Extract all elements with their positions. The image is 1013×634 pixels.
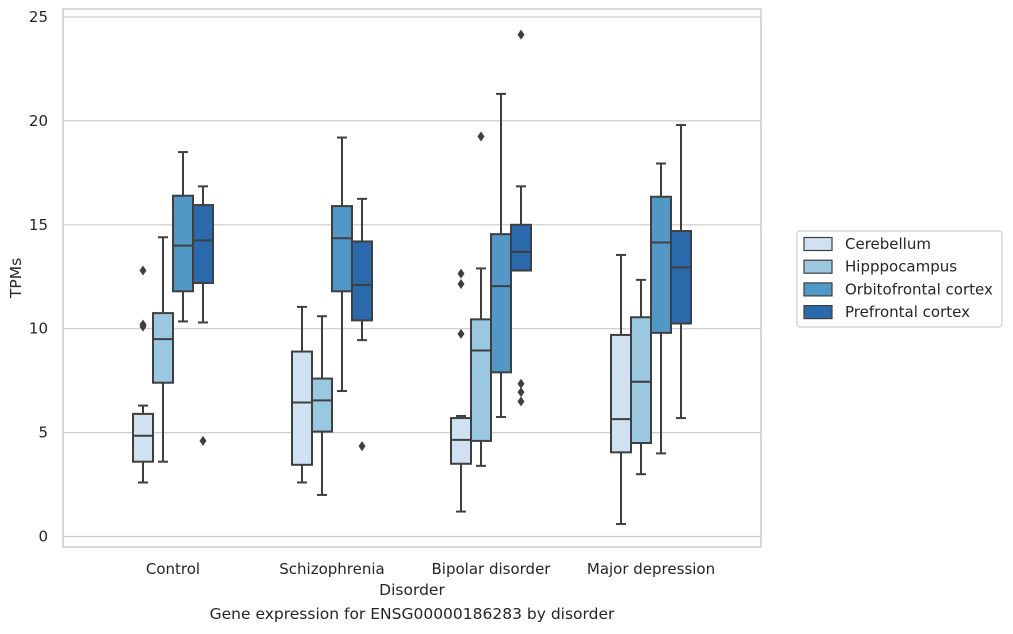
y-tick-label: 10 xyxy=(29,320,48,338)
y-tick-label: 0 xyxy=(38,528,48,546)
x-tick-label: Control xyxy=(146,560,200,578)
box-iqr xyxy=(630,316,652,444)
box-hipppocampus-0 xyxy=(152,236,174,463)
plot-area-frame xyxy=(62,8,762,548)
legend-label: Prefrontal cortex xyxy=(845,303,970,321)
box-iqr xyxy=(490,233,512,374)
x-tick-label: Schizophrenia xyxy=(279,560,384,578)
y-tick-label: 25 xyxy=(29,8,48,26)
box-cerebellum-0 xyxy=(132,265,154,484)
box-iqr xyxy=(650,195,672,334)
box-iqr xyxy=(311,377,333,433)
boxes-layer xyxy=(132,29,692,526)
legend-swatch xyxy=(803,305,833,320)
x-tick-label: Major depression xyxy=(587,560,715,578)
legend-swatch xyxy=(803,282,833,297)
outlier-point xyxy=(517,378,525,389)
legend-swatch xyxy=(803,236,833,252)
outlier-point xyxy=(457,279,465,290)
legend-frame xyxy=(796,230,1003,328)
x-tick-label: Bipolar disorder xyxy=(432,560,552,578)
outlier-point xyxy=(457,268,465,279)
y-axis-ticks: 0 5 10 15 20 25 xyxy=(29,8,48,546)
legend-label: Hipppocampus xyxy=(845,258,957,276)
figure-caption: Gene expression for ENSG00000186283 by d… xyxy=(209,605,615,623)
box-iqr xyxy=(132,412,154,463)
box-cerebellum-1 xyxy=(291,305,313,484)
box-iqr xyxy=(470,318,492,442)
x-axis-ticks: Control Schizophrenia Bipolar disorder Majo… xyxy=(146,560,715,578)
box-hipppocampus-2 xyxy=(470,131,492,467)
box-iqr xyxy=(510,223,532,272)
box-iqr xyxy=(351,240,373,322)
outlier-point xyxy=(477,131,485,142)
box-orbitofrontal-cortex-2 xyxy=(490,92,512,419)
outlier-point xyxy=(457,328,465,339)
box-iqr xyxy=(331,205,353,293)
y-tick-label: 5 xyxy=(38,424,48,442)
box-iqr xyxy=(192,204,214,284)
box-iqr xyxy=(610,333,632,454)
box-cerebellum-2 xyxy=(450,268,472,513)
box-hipppocampus-3 xyxy=(630,278,652,476)
box-iqr xyxy=(291,350,313,466)
y-axis-label: TPMs xyxy=(7,258,25,299)
legend-label: Orbitofrontal cortex xyxy=(845,280,993,298)
box-orbitofrontal-cortex-0 xyxy=(172,151,194,323)
outlier-point xyxy=(139,319,147,330)
box-iqr xyxy=(172,194,194,293)
box-orbitofrontal-cortex-3 xyxy=(650,162,672,455)
outlier-point xyxy=(517,396,525,407)
legend-swatch xyxy=(803,259,833,274)
box-cerebellum-3 xyxy=(610,253,632,526)
box-iqr xyxy=(670,230,692,325)
outlier-point xyxy=(517,29,525,40)
legend: Cerebellum Hipppocampus Orbitofrontal cort… xyxy=(796,230,1003,328)
x-axis-label: Disorder xyxy=(379,581,445,599)
box-prefrontal-cortex-0 xyxy=(192,185,214,446)
box-prefrontal-cortex-3 xyxy=(670,124,692,420)
y-tick-label: 15 xyxy=(29,216,48,234)
box-hipppocampus-1 xyxy=(311,315,333,496)
box-iqr xyxy=(152,312,174,384)
box-prefrontal-cortex-1 xyxy=(351,197,373,452)
box-orbitofrontal-cortex-1 xyxy=(331,136,353,393)
outlier-point xyxy=(199,435,207,446)
outlier-point xyxy=(358,441,366,452)
outlier-point xyxy=(517,387,525,398)
box-iqr xyxy=(450,417,472,465)
outlier-point xyxy=(139,265,147,276)
box-prefrontal-cortex-2 xyxy=(510,29,532,407)
y-tick-label: 20 xyxy=(29,112,48,130)
legend-label: Cerebellum xyxy=(845,235,931,253)
